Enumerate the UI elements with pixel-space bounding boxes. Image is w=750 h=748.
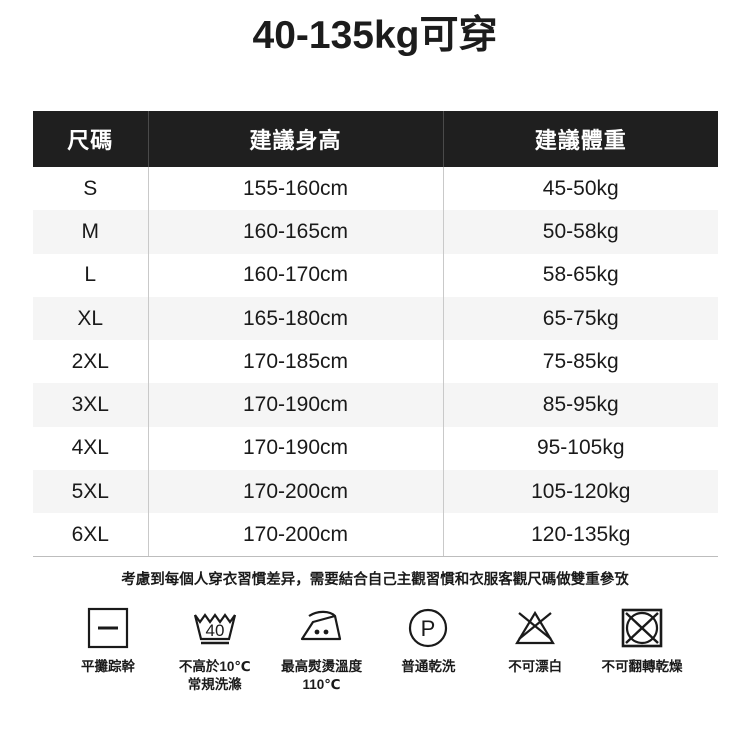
care-label: 平攤踪幹	[81, 659, 135, 674]
svg-text:40: 40	[205, 621, 224, 640]
table-row: XL 165-180cm 65-75kg	[33, 296, 718, 341]
care-label: 最高熨燙溫度	[281, 659, 363, 674]
cell-height: 160-170cm	[148, 253, 444, 297]
cell-height: 170-200cm	[148, 470, 444, 514]
care-item-no-bleach: 不可漂白	[482, 604, 588, 676]
cell-weight: 95-105kg	[536, 436, 625, 460]
table-row: M 160-165cm 50-58kg	[33, 210, 718, 254]
table-row: 4XL 170-190cm 95-105kg	[33, 426, 718, 471]
wash-basin-icon: 40	[190, 604, 240, 652]
no-tumble-dry-icon	[619, 604, 665, 652]
care-item-no-tumble-dry: 不可翻轉乾燥	[589, 604, 695, 676]
table-row: 6XL 170-200cm 120-135kg	[33, 513, 718, 558]
table-header-row: 尺碼 建議身高 建議體重	[33, 111, 718, 167]
cell-weight: 65-75kg	[542, 306, 619, 330]
cell-height: 170-190cm	[148, 426, 444, 471]
cell-height: 160-165cm	[148, 210, 444, 254]
cell-size: L	[33, 253, 149, 297]
cell-weight: 75-85kg	[542, 349, 619, 373]
care-item-flat-dry: 平攤踪幹	[55, 604, 161, 676]
table-row: 3XL 170-190cm 85-95kg	[33, 383, 718, 427]
care-item-wash: 40 不高於10℃ 常規洗滌	[162, 604, 268, 694]
cell-weight: 105-120kg	[531, 479, 631, 503]
care-label: 不可翻轉乾燥	[601, 659, 683, 674]
cell-size: 2XL	[33, 340, 149, 384]
cell-height: 170-190cm	[148, 383, 444, 427]
cell-height: 155-160cm	[148, 167, 444, 211]
size-table-header: 尺碼 建議身高 建議體重	[33, 111, 718, 167]
dry-clean-p-icon: P	[406, 604, 450, 652]
column-header-weight: 建議體重	[534, 128, 627, 153]
table-row: 2XL 170-185cm 75-85kg	[33, 340, 718, 384]
cell-height: 170-200cm	[148, 513, 444, 558]
care-item-dry-clean: P 普通乾洗	[375, 604, 481, 676]
table-row: L 160-170cm 58-65kg	[33, 253, 718, 297]
cell-weight: 58-65kg	[542, 263, 619, 287]
care-label: 不可漂白	[508, 659, 563, 674]
cell-weight: 50-58kg	[542, 219, 619, 243]
table-row: S 155-160cm 45-50kg	[33, 167, 718, 211]
cell-weight: 45-50kg	[542, 176, 619, 200]
no-bleach-icon	[511, 604, 559, 652]
svg-text:P: P	[421, 616, 436, 641]
size-table-body: S 155-160cm 45-50kg M 160-165cm 50-58kg …	[33, 167, 718, 558]
care-item-iron: 最高熨燙溫度 110℃	[269, 604, 375, 694]
cell-size: M	[33, 210, 149, 254]
cell-size: 5XL	[33, 470, 149, 514]
cell-height: 165-180cm	[148, 296, 444, 341]
care-label: 不高於10℃	[178, 659, 251, 674]
care-instructions-row: 平攤踪幹 40 不高於10℃ 常規洗滌	[55, 604, 695, 694]
column-header-size: 尺碼	[33, 111, 149, 167]
size-table: 尺碼 建議身高 建議體重 S 155-160cm 45-50kg M 160-1…	[33, 111, 718, 558]
sizing-note: 考慮到每個人穿衣習慣差异，需要結合自己主觀習慣和衣服客觀尺碼做雙重參攷	[121, 572, 629, 588]
care-label: 普通乾洗	[401, 659, 456, 674]
cell-weight: 120-135kg	[443, 513, 718, 558]
title-area: 40-135kg可穿	[0, 14, 750, 59]
page-title: 40-135kg可穿	[252, 14, 498, 57]
column-header-height: 建議身高	[148, 111, 444, 167]
cell-size: XL	[33, 296, 149, 341]
care-label-secondary: 常規洗滌	[187, 677, 242, 693]
cell-size: 6XL	[33, 513, 149, 558]
cell-height: 170-185cm	[148, 340, 444, 384]
table-row: 5XL 170-200cm 105-120kg	[33, 470, 718, 514]
cell-size: S	[33, 167, 149, 211]
care-label-secondary: 110℃	[302, 677, 341, 693]
cell-size: 3XL	[33, 383, 149, 427]
cell-size: 4XL	[33, 426, 149, 471]
iron-icon	[296, 604, 348, 652]
flat-dry-icon	[86, 604, 130, 652]
cell-weight: 85-95kg	[542, 393, 619, 417]
